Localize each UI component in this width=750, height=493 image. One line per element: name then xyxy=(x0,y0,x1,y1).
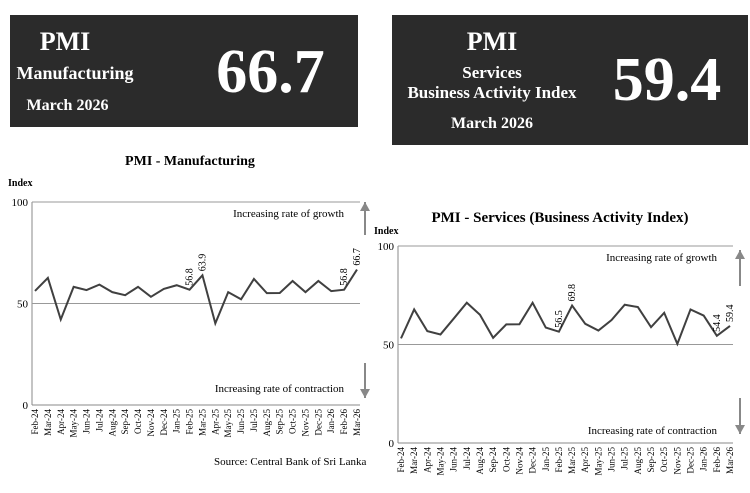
x-tick-label: Dec-25 xyxy=(686,447,696,474)
card-subtitle: Services xyxy=(462,63,522,82)
data-label: 59.4 xyxy=(725,304,736,322)
x-tick-label: Jun-25 xyxy=(236,409,246,434)
data-label: 63.9 xyxy=(197,254,208,272)
x-tick-label: Sep-25 xyxy=(275,409,285,435)
x-tick-label: Sep-25 xyxy=(646,447,656,473)
data-label: 56.8 xyxy=(185,268,196,286)
card-title: PMI xyxy=(39,27,91,56)
x-tick-label: Aug-25 xyxy=(633,447,643,475)
x-tick-label: Jun-24 xyxy=(82,409,92,434)
y-tick-label: 50 xyxy=(383,340,395,352)
annotation-growth: Increasing rate of growth xyxy=(606,252,717,264)
card-value: 66.7 xyxy=(216,38,325,106)
data-label: 66.7 xyxy=(352,248,363,266)
x-tick-label: Mar-24 xyxy=(409,447,419,474)
annotation-growth: Increasing rate of growth xyxy=(233,208,344,220)
ylabel-services: Index xyxy=(374,226,399,237)
series-line xyxy=(400,300,731,347)
x-tick-label: Feb-26 xyxy=(339,409,349,435)
x-tick-label: May-24 xyxy=(69,409,79,438)
x-tick-label: Jan-26 xyxy=(326,409,336,433)
chart-title-manufacturing: PMI - Manufacturing xyxy=(125,154,255,169)
card-title: PMI xyxy=(466,27,518,56)
data-label: 54.4 xyxy=(712,314,723,332)
x-tick-label: Mar-25 xyxy=(197,409,207,436)
x-tick-label: Mar-26 xyxy=(352,409,362,436)
x-tick-label: Feb-25 xyxy=(185,409,195,435)
x-tick-label: Feb-24 xyxy=(396,447,406,473)
x-tick-label: Aug-24 xyxy=(475,447,485,475)
x-tick-label: May-24 xyxy=(435,447,445,476)
card-subtitle: Manufacturing xyxy=(16,63,134,83)
y-tick-label: 100 xyxy=(378,241,395,253)
x-tick-label: Jun-25 xyxy=(607,447,617,472)
y-tick-label: 0 xyxy=(23,400,29,412)
card-period: March 2026 xyxy=(26,97,109,114)
card-period: March 2026 xyxy=(451,115,533,132)
ylabel-manufacturing: Index xyxy=(8,178,33,189)
annotation-contraction: Increasing rate of contraction xyxy=(215,383,345,395)
x-tick-label: Oct-25 xyxy=(288,409,298,434)
chart-title-services: PMI - Services (Business Activity Index) xyxy=(431,210,689,226)
x-tick-label: Aug-24 xyxy=(107,409,117,437)
x-tick-label: Feb-24 xyxy=(30,409,40,435)
x-tick-label: Apr-24 xyxy=(56,409,66,435)
x-tick-label: Sep-24 xyxy=(120,409,130,435)
data-label: 56.8 xyxy=(339,268,350,286)
annotation-contraction: Increasing rate of contraction xyxy=(588,425,718,437)
x-tick-label: Feb-25 xyxy=(554,447,564,473)
x-tick-label: Nov-24 xyxy=(146,409,156,437)
x-tick-label: Jan-25 xyxy=(172,409,182,433)
x-tick-label: Oct-24 xyxy=(133,409,143,434)
x-tick-label: May-25 xyxy=(593,447,603,476)
x-tick-label: Jul-24 xyxy=(94,409,104,432)
series-line xyxy=(34,269,358,327)
down-arrowhead-icon xyxy=(360,389,370,398)
y-tick-label: 0 xyxy=(389,438,395,450)
x-tick-label: Apr-24 xyxy=(422,447,432,473)
x-tick-label: Nov-25 xyxy=(300,409,310,437)
x-tick-label: Nov-25 xyxy=(672,447,682,475)
x-tick-label: Jul-25 xyxy=(620,447,630,470)
x-tick-label: Jul-25 xyxy=(249,409,259,432)
x-tick-label: Aug-25 xyxy=(262,409,272,437)
x-tick-label: Dec-25 xyxy=(313,409,323,436)
x-tick-label: Sep-24 xyxy=(488,447,498,473)
up-arrowhead-icon xyxy=(360,202,370,211)
x-tick-label: Mar-24 xyxy=(43,409,53,436)
x-tick-label: Dec-24 xyxy=(159,409,169,436)
source-note: Source: Central Bank of Sri Lanka xyxy=(214,456,367,468)
x-tick-label: Feb-26 xyxy=(712,447,722,473)
services-card: PMI Services Business Activity Index Mar… xyxy=(392,15,748,145)
x-tick-label: Nov-24 xyxy=(514,447,524,475)
x-tick-label: Jun-24 xyxy=(449,447,459,472)
up-arrowhead-icon xyxy=(735,250,745,259)
x-tick-label: Jul-24 xyxy=(462,447,472,470)
x-tick-label: Apr-25 xyxy=(210,409,220,435)
x-tick-label: Oct-25 xyxy=(659,447,669,472)
x-tick-label: Apr-25 xyxy=(580,447,590,473)
card-subtitle-2: Business Activity Index xyxy=(407,83,577,102)
x-tick-label: Jan-26 xyxy=(699,447,709,471)
data-label: 56.5 xyxy=(554,310,565,328)
down-arrowhead-icon xyxy=(735,425,745,434)
card-value: 59.4 xyxy=(612,46,722,114)
x-tick-label: Oct-24 xyxy=(501,447,511,472)
x-tick-label: Mar-26 xyxy=(725,447,735,474)
y-tick-label: 100 xyxy=(12,197,29,209)
x-tick-label: Mar-25 xyxy=(567,447,577,474)
manufacturing-card: PMI Manufacturing March 2026 xyxy=(10,15,183,127)
x-tick-label: Dec-24 xyxy=(528,447,538,474)
x-tick-label: Jan-25 xyxy=(541,447,551,471)
x-tick-label: May-25 xyxy=(223,409,233,438)
data-label: 69.8 xyxy=(567,284,578,302)
manufacturing-value-card: 66.7 xyxy=(183,15,358,127)
y-tick-label: 50 xyxy=(17,299,29,311)
